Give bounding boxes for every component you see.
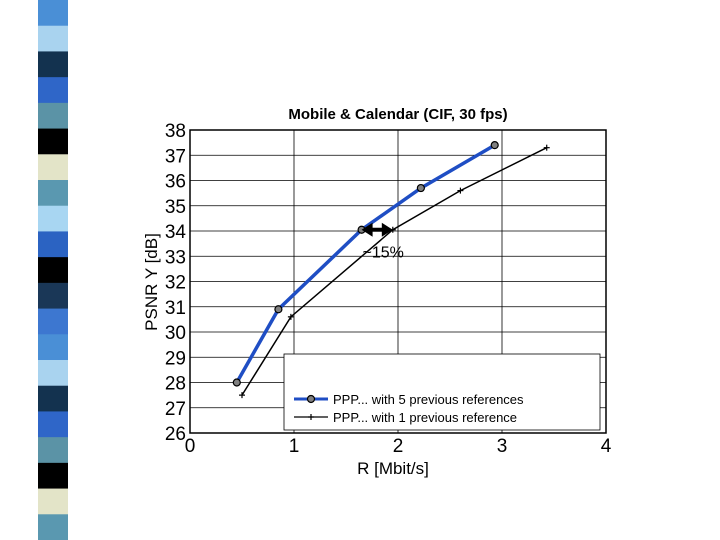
point-5-ref bbox=[490, 141, 499, 150]
improvement-annotation: ~15% bbox=[361, 222, 404, 262]
annotation-label: ~15% bbox=[363, 245, 404, 262]
stripe-band bbox=[38, 102, 68, 130]
x-tick-label: 1 bbox=[289, 436, 300, 457]
stripe-band bbox=[38, 411, 68, 438]
stripe-band bbox=[38, 25, 68, 52]
point-1-ref bbox=[543, 144, 550, 151]
plot-frame bbox=[189, 129, 607, 434]
stripe-band bbox=[38, 334, 68, 361]
y-tick-label: 32 bbox=[165, 273, 186, 294]
legend-box bbox=[283, 353, 601, 431]
point-1-ref bbox=[239, 392, 245, 399]
point-5-ref bbox=[416, 183, 425, 193]
stripe-band bbox=[38, 514, 68, 540]
y-tick-label: 30 bbox=[165, 323, 186, 344]
stripe-band bbox=[38, 360, 68, 387]
point-5-ref bbox=[232, 378, 241, 387]
y-tick-label: 28 bbox=[165, 374, 186, 395]
y-tick-labels: 26 27 28 29 30 31 32 33 34 35 36 37 38 bbox=[165, 121, 187, 445]
stripe-band bbox=[38, 0, 68, 27]
x-tick-label: 4 bbox=[601, 436, 612, 457]
stripe-band bbox=[38, 154, 68, 181]
chart-title: Mobile & Calendar (CIF, 30 fps) bbox=[288, 106, 507, 123]
y-axis-label: PSNR Y [dB] bbox=[142, 233, 161, 331]
y-tick-label: 34 bbox=[165, 222, 187, 243]
stripe-band bbox=[38, 77, 68, 104]
annotation-arrowhead-left bbox=[361, 222, 373, 237]
legend-label-5-ref: PPP... with 5 previous references bbox=[333, 392, 524, 407]
x-axis-label: R [Mbit/s] bbox=[357, 459, 429, 478]
stripe-band bbox=[38, 282, 68, 310]
stripe-band bbox=[38, 180, 68, 207]
x-tick-labels: 0 1 2 3 4 bbox=[185, 436, 612, 457]
y-tick-label: 38 bbox=[165, 121, 186, 142]
stripe-band bbox=[38, 308, 68, 335]
stripe-band bbox=[38, 128, 68, 155]
stripe-band bbox=[38, 462, 68, 490]
point-1-ref bbox=[287, 313, 294, 320]
stripe-band bbox=[38, 437, 68, 464]
stripe-band bbox=[38, 257, 68, 284]
y-tick-label: 26 bbox=[165, 424, 186, 445]
point-1-ref bbox=[457, 187, 464, 194]
y-tick-label: 36 bbox=[165, 172, 186, 193]
stripe-band bbox=[38, 231, 68, 258]
y-tick-label: 33 bbox=[165, 247, 186, 268]
y-tick-label: 37 bbox=[165, 146, 186, 167]
point-5-ref bbox=[274, 305, 283, 314]
legend-label-1-ref: PPP... with 1 previous reference bbox=[333, 410, 517, 425]
y-tick-label: 27 bbox=[165, 399, 186, 420]
legend: PPP... with 5 previous references PPP... … bbox=[283, 353, 601, 431]
legend-marker-5-ref bbox=[306, 394, 316, 404]
stripe-band bbox=[38, 488, 68, 515]
y-tick-label: 35 bbox=[165, 197, 186, 218]
x-tick-label: 2 bbox=[393, 436, 404, 457]
x-tick-label: 3 bbox=[497, 436, 508, 457]
x-tick-label: 0 bbox=[185, 436, 196, 457]
y-tick-label: 31 bbox=[165, 298, 186, 319]
stripe-band bbox=[38, 51, 68, 78]
stripe-band bbox=[38, 385, 68, 412]
stripe-band bbox=[38, 205, 68, 232]
decorative-side-stripe bbox=[38, 0, 68, 540]
y-tick-label: 29 bbox=[165, 348, 186, 369]
annotation-arrowhead-right bbox=[381, 222, 393, 237]
